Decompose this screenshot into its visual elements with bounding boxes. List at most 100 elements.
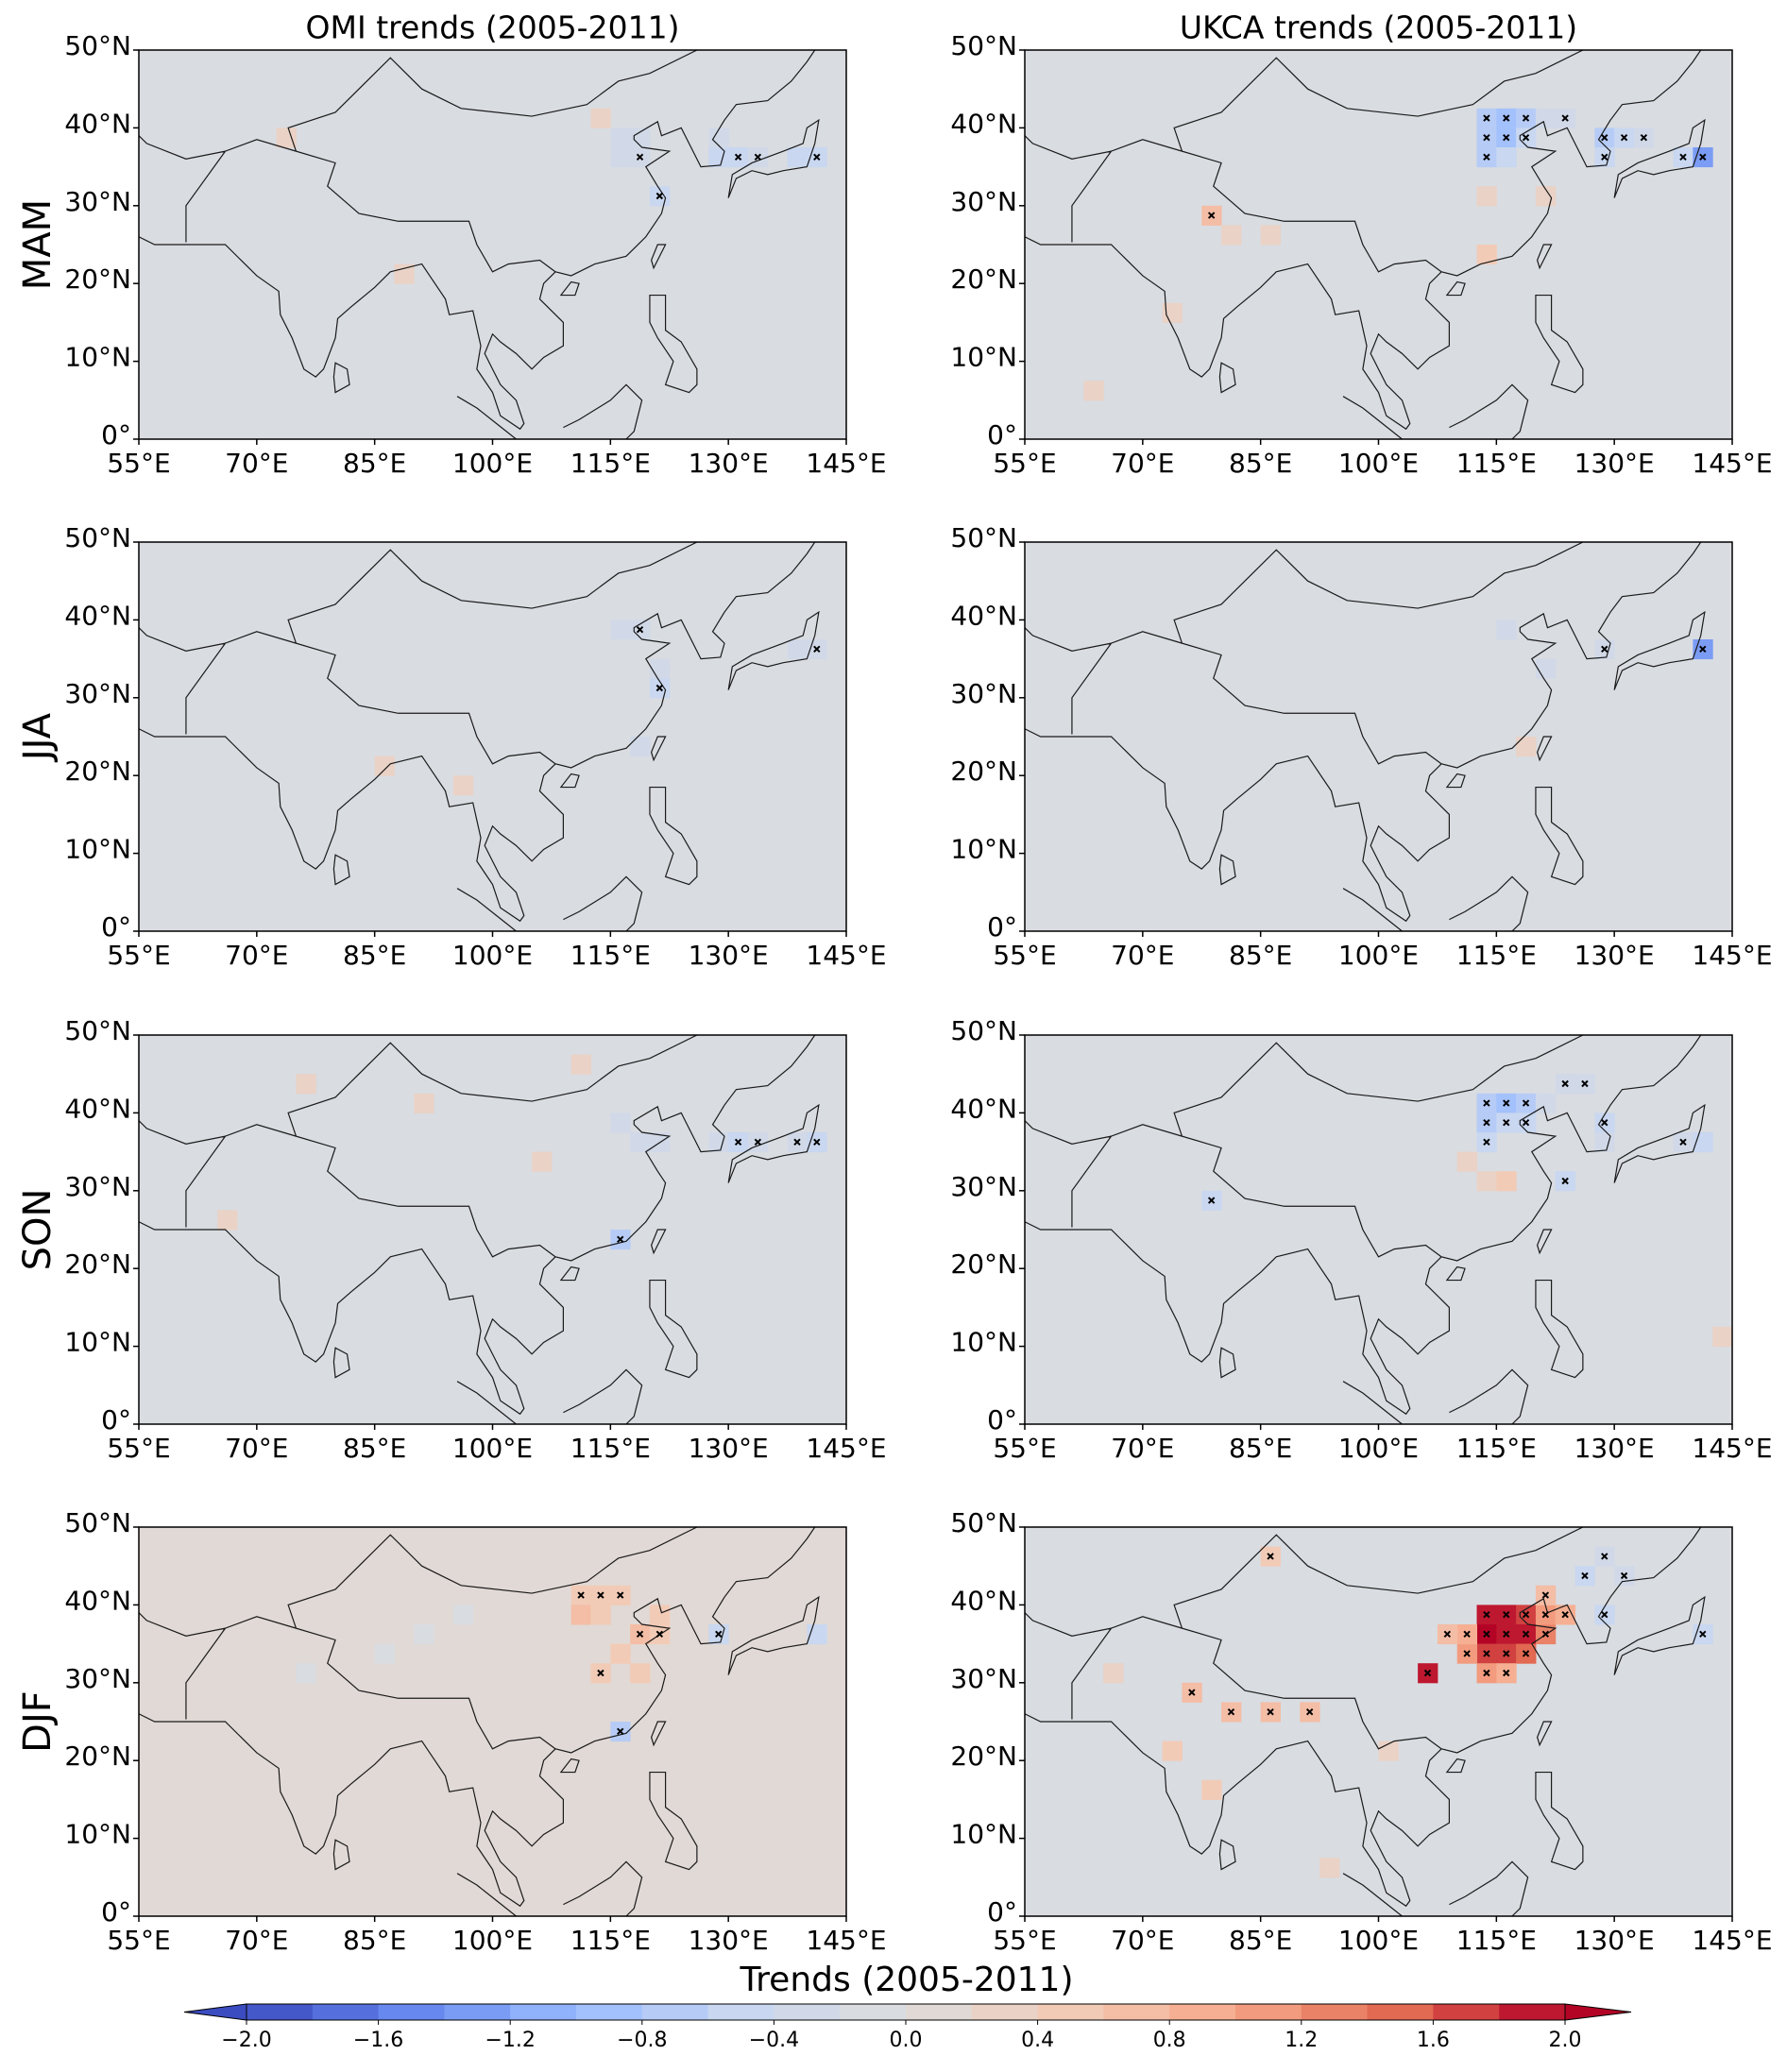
- significance-marker: [813, 645, 821, 654]
- colorbar-tick-label: −0.8: [617, 2029, 667, 2052]
- trend-cell: [217, 1210, 238, 1231]
- colorbar-bin: [1367, 2004, 1434, 2020]
- trend-cell: [610, 1112, 631, 1133]
- y-tick-label: 30°N: [64, 186, 131, 217]
- y-tick-label: 20°N: [64, 263, 131, 295]
- map-background: [1025, 542, 1732, 931]
- y-tick-label: 40°N: [64, 1093, 131, 1124]
- colorbar-bin: [774, 2004, 841, 2020]
- trend-cell: [1103, 1663, 1124, 1684]
- y-tick-label: 20°N: [950, 263, 1017, 295]
- significance-marker: [734, 153, 742, 161]
- colorbar-bin: [312, 2004, 380, 2020]
- significance-marker: [1522, 1610, 1530, 1619]
- trend-cell: [570, 1054, 592, 1075]
- significance-marker: [793, 1138, 801, 1146]
- significance-marker: [813, 153, 821, 161]
- trend-cell: [630, 1663, 651, 1684]
- y-tick-label: 10°N: [64, 1819, 131, 1850]
- trend-cell: [1476, 1171, 1497, 1192]
- significance-marker: [636, 625, 644, 634]
- map-background: [139, 50, 846, 439]
- x-tick-label: 100°E: [452, 448, 533, 479]
- colorbar-tick-label: 1.2: [1285, 2029, 1318, 2052]
- x-tick-label: 85°E: [343, 1925, 406, 1956]
- x-tick-label: 55°E: [993, 940, 1056, 971]
- trend-cell: [1516, 737, 1537, 757]
- y-tick-label: 40°N: [950, 600, 1017, 631]
- y-tick-label: 10°N: [64, 1327, 131, 1358]
- row-label: SON: [16, 1189, 60, 1271]
- y-tick-label: 20°N: [950, 1741, 1017, 1772]
- colorbar-tick-label: 2.0: [1549, 2029, 1582, 2052]
- x-tick-label: 70°E: [1111, 1925, 1174, 1956]
- map-background: [1025, 50, 1732, 439]
- colorbar-bin: [1169, 2004, 1236, 2020]
- map-panel: 55°E 70°E 85°E 100°E 115°E 130°E 145°E 0° 10°N 20…: [950, 30, 1772, 479]
- colorbar-tick-label: −1.6: [353, 2029, 403, 2052]
- significance-marker: [1561, 1079, 1569, 1088]
- map-panel: 55°E 70°E 85°E 100°E 115°E 130°E 145°E 0° 10°N 20…: [950, 1015, 1772, 1464]
- x-tick-label: 85°E: [1229, 1433, 1292, 1464]
- significance-marker: [1561, 1610, 1569, 1619]
- x-tick-label: 55°E: [107, 940, 170, 971]
- significance-marker: [1503, 1669, 1510, 1677]
- y-tick-label: 20°N: [950, 1248, 1017, 1280]
- significance-marker: [1483, 1138, 1490, 1146]
- significance-marker: [655, 1630, 664, 1639]
- colorbar-bin: [707, 2004, 774, 2020]
- significance-marker: [1522, 1630, 1530, 1639]
- significance-marker: [1581, 1079, 1589, 1088]
- y-tick-label: 10°N: [950, 342, 1017, 373]
- trend-cell: [452, 775, 474, 796]
- row-label: DJF: [16, 1690, 60, 1753]
- y-tick-label: 40°N: [950, 1585, 1017, 1616]
- significance-marker: [1699, 1630, 1707, 1639]
- significance-marker: [1522, 1099, 1530, 1107]
- significance-marker: [1699, 153, 1707, 161]
- map-background: [139, 1527, 846, 1916]
- trend-cell: [1496, 620, 1517, 640]
- x-tick-label: 100°E: [1338, 1433, 1419, 1464]
- y-tick-label: 0°: [987, 1404, 1017, 1435]
- significance-marker: [636, 153, 644, 161]
- colorbar-bin: [1235, 2004, 1302, 2020]
- trend-cell: [1535, 658, 1557, 679]
- significance-marker: [597, 1591, 604, 1599]
- y-tick-label: 40°N: [950, 108, 1017, 139]
- x-tick-label: 130°E: [689, 448, 769, 479]
- trend-cell: [630, 737, 651, 757]
- significance-marker: [813, 1138, 821, 1146]
- row-label: JJA: [16, 712, 60, 763]
- y-tick-label: 10°N: [950, 1819, 1017, 1850]
- colorbar: Trends (2005-2011) −2.0 −1.6 −1.2 −0.8 −0.4 0…: [183, 1961, 1632, 2052]
- trend-cell: [1476, 186, 1497, 207]
- y-tick-label: 20°N: [64, 756, 131, 787]
- x-tick-label: 115°E: [1456, 940, 1537, 971]
- y-tick-label: 50°N: [950, 30, 1017, 61]
- trend-cell: [787, 147, 808, 168]
- significance-marker: [1463, 1650, 1471, 1657]
- significance-marker: [1443, 1630, 1452, 1639]
- trend-cell: [708, 127, 729, 148]
- y-tick-label: 50°N: [64, 522, 131, 553]
- trend-cell: [610, 147, 631, 168]
- trend-cell: [374, 1643, 395, 1664]
- significance-marker: [1483, 133, 1490, 142]
- y-tick-label: 50°N: [64, 30, 131, 61]
- trend-cell: [708, 1132, 729, 1153]
- significance-marker: [1522, 114, 1530, 122]
- map-area: [139, 1527, 846, 1916]
- x-tick-label: 115°E: [1456, 1925, 1537, 1956]
- trend-cell: [610, 127, 631, 148]
- trend-cell: [1456, 1151, 1478, 1172]
- y-tick-label: 10°N: [950, 1327, 1017, 1358]
- significance-marker: [1483, 153, 1490, 161]
- x-tick-label: 100°E: [1338, 448, 1419, 479]
- x-tick-label: 130°E: [689, 1925, 769, 1956]
- x-tick-label: 55°E: [993, 1925, 1056, 1956]
- y-tick-label: 30°N: [64, 678, 131, 709]
- y-tick-label: 0°: [987, 911, 1017, 943]
- x-tick-label: 145°E: [1692, 1433, 1772, 1464]
- trend-cell: [452, 1605, 474, 1625]
